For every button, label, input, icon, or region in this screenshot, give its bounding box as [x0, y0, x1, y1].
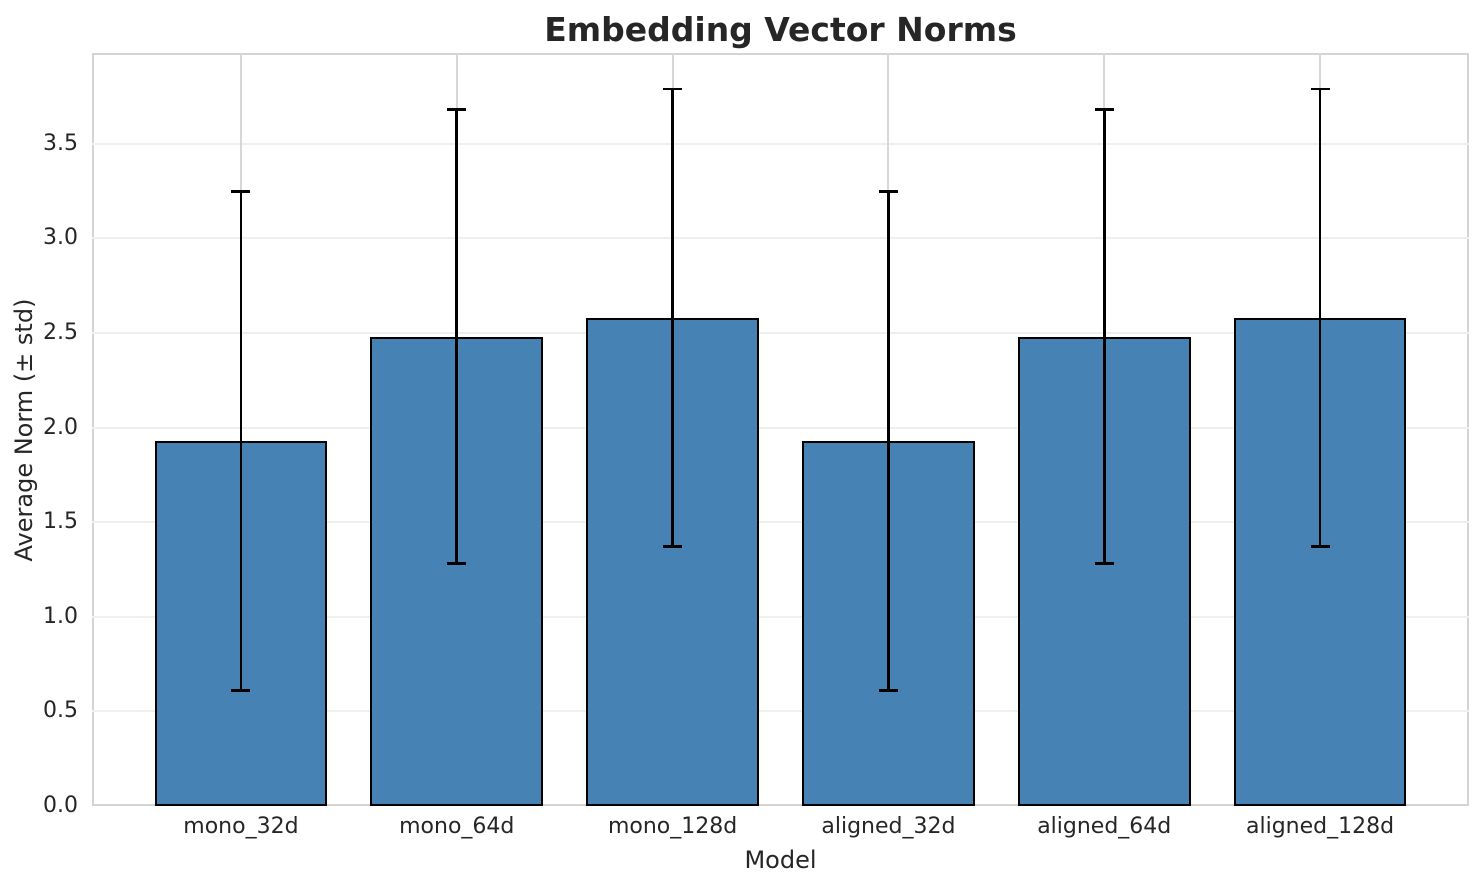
- plot-area: [92, 53, 1469, 806]
- gridline-horizontal: [92, 615, 1469, 618]
- error-bar-cap-bottom-mono_32d: [231, 689, 251, 692]
- error-bar-line-aligned_64d: [1102, 109, 1106, 564]
- x-tick-label: aligned_64d: [1037, 814, 1172, 839]
- spine-bottom: [92, 804, 1469, 806]
- x-tick-label: mono_64d: [399, 814, 515, 839]
- error-bar-line-aligned_32d: [887, 191, 890, 691]
- error-bar-cap-bottom-aligned_64d: [1094, 562, 1114, 566]
- error-bar-cap-bottom-mono_128d: [663, 545, 683, 549]
- spine-top: [92, 53, 1469, 55]
- y-tick-label: 3.5: [43, 130, 78, 156]
- y-tick-label: 1.5: [43, 509, 78, 535]
- x-tick-label: mono_32d: [183, 814, 299, 839]
- error-bar-line-aligned_128d: [1318, 88, 1322, 547]
- error-bar-cap-top-mono_64d: [447, 108, 467, 112]
- x-axis-label: Model: [744, 846, 817, 874]
- x-tick-label: mono_128d: [607, 814, 738, 839]
- error-bar-cap-top-mono_128d: [663, 87, 683, 91]
- x-tick-label: aligned_32d: [821, 814, 956, 839]
- chart-title: Embedding Vector Norms: [544, 10, 1017, 49]
- y-tick-label: 1.0: [43, 603, 78, 629]
- y-tick-label: 2.0: [43, 414, 78, 440]
- y-tick-label: 3.0: [43, 225, 78, 251]
- y-tick-label: 0.5: [43, 698, 78, 724]
- gridline-horizontal: [92, 237, 1469, 240]
- error-bar-cap-bottom-aligned_32d: [878, 689, 898, 692]
- error-bar-cap-top-mono_32d: [231, 189, 251, 193]
- gridline-horizontal: [92, 710, 1469, 713]
- error-bar-cap-bottom-aligned_128d: [1310, 545, 1330, 549]
- gridline-horizontal: [92, 521, 1469, 524]
- y-tick-label: 0.0: [43, 793, 78, 818]
- spine-right: [1467, 53, 1469, 806]
- gridline-horizontal: [92, 142, 1469, 145]
- gridline-horizontal: [92, 426, 1469, 429]
- y-tick-label: 2.5: [43, 320, 78, 345]
- gridline-horizontal: [92, 332, 1469, 334]
- error-bar-line-mono_128d: [671, 88, 674, 547]
- error-bar-cap-top-aligned_128d: [1310, 87, 1330, 91]
- error-bar-line-mono_64d: [455, 109, 459, 564]
- error-bar-cap-top-aligned_64d: [1094, 108, 1114, 112]
- error-bar-line-mono_32d: [239, 191, 243, 691]
- error-bar-cap-top-aligned_32d: [878, 189, 898, 193]
- error-bar-cap-bottom-mono_64d: [447, 562, 467, 566]
- spine-left: [92, 53, 94, 806]
- x-tick-label: aligned_128d: [1246, 814, 1395, 839]
